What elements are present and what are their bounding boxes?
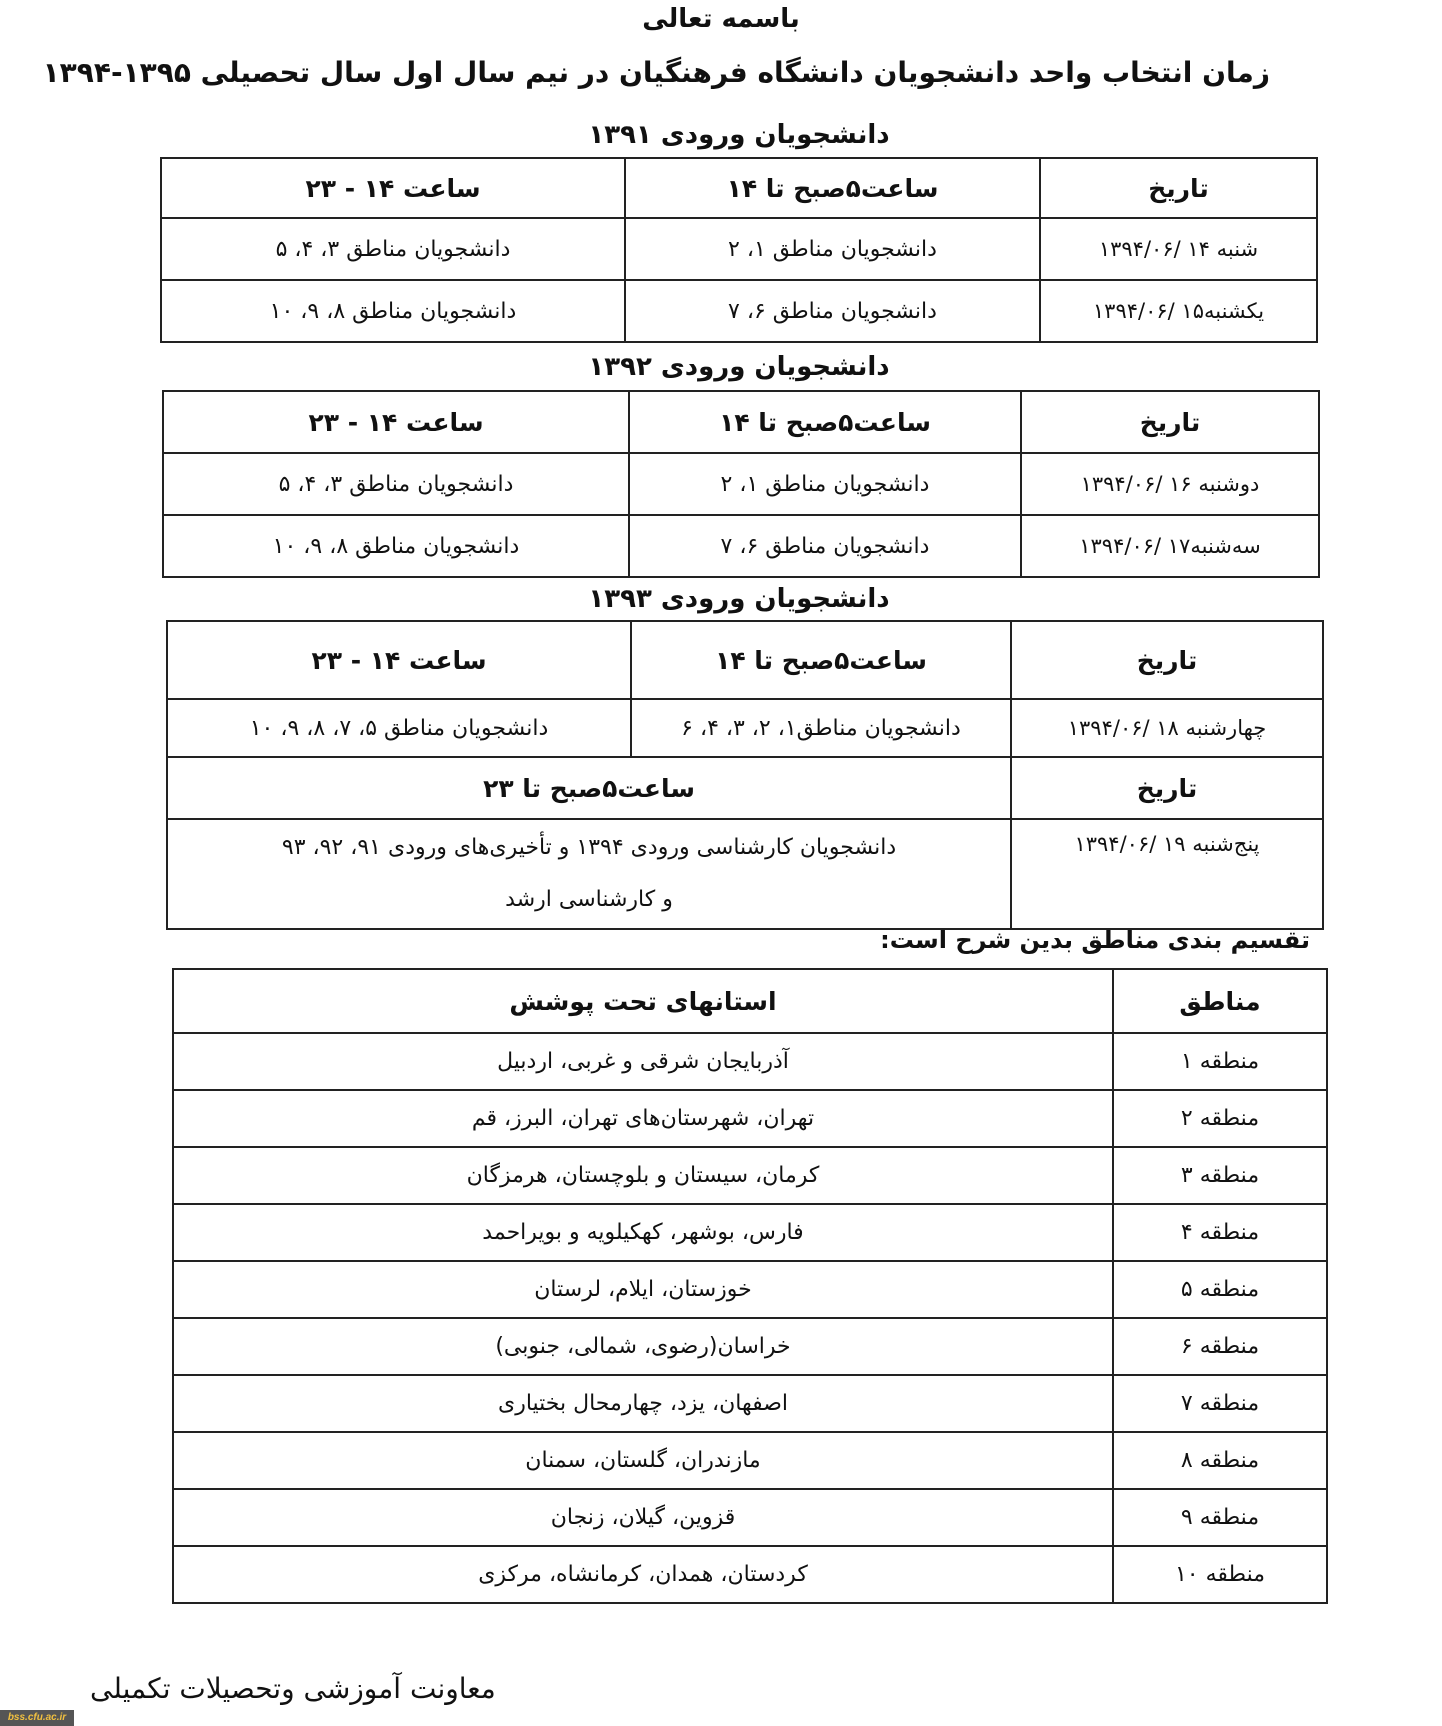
table-row: منطقه ۴ فارس، بوشهر، کهکیلویه و بویراحمد	[172, 1203, 1328, 1262]
signature: معاونت آموزشی وتحصیلات تکمیلی	[90, 1672, 496, 1705]
table-row: منطقه ۱ آذربایجان شرقی و غربی، اردبیل	[172, 1032, 1328, 1091]
region-provinces: فارس، بوشهر، کهکیلویه و بویراحمد	[172, 1203, 1114, 1262]
region-provinces: اصفهان، یزد، چهارمحال بختیاری	[172, 1374, 1114, 1433]
table-row: منطقه ۲ تهران، شهرستان‌های تهران، البرز، …	[172, 1089, 1328, 1148]
header-regions: مناطق	[1112, 968, 1328, 1034]
table-row: دوشنبه ۱۶ /۱۳۹۴/۰۶ دانشجویان مناطق ۱، ۲ …	[162, 452, 1320, 516]
cell: دانشجویان مناطق ۳، ۴، ۵	[160, 217, 626, 281]
region-name: منطقه ۴	[1112, 1203, 1328, 1262]
region-name: منطقه ۶	[1112, 1317, 1328, 1376]
cell: دانشجویان مناطق۱، ۲، ۳، ۴، ۶	[630, 698, 1012, 758]
cell: دانشجویان مناطق ۱، ۲	[624, 217, 1041, 281]
region-name: منطقه ۹	[1112, 1488, 1328, 1547]
date-cell: چهارشنبه ۱۸ /۱۳۹۴/۰۶	[1010, 698, 1324, 758]
table-row: یکشنبه۱۵ /۱۳۹۴/۰۶ دانشجویان مناطق ۶، ۷ د…	[160, 279, 1318, 343]
regions-intro: تقسیم بندی مناطق بدین شرح است:	[880, 926, 1310, 954]
region-name: منطقه ۱۰	[1112, 1545, 1328, 1604]
header-date: تاریخ	[1020, 390, 1320, 454]
section-heading-1391: دانشجویان ورودی ۱۳۹۱	[588, 120, 890, 150]
cell: دانشجویان مناطق ۸، ۹، ۱۰	[162, 514, 630, 578]
table-row: شنبه ۱۴ /۱۳۹۴/۰۶ دانشجویان مناطق ۱، ۲ دا…	[160, 217, 1318, 281]
header-afternoon: ساعت ۱۴ - ۲۳	[162, 390, 630, 454]
page-title: زمان انتخاب واحد دانشجویان دانشگاه فرهنگ…	[42, 56, 1270, 89]
region-name: منطقه ۱	[1112, 1032, 1328, 1091]
header-afternoon: ساعت ۱۴ - ۲۳	[166, 620, 632, 700]
header-morning: ساعت۵صبح تا ۱۴	[628, 390, 1022, 454]
cell: دانشجویان مناطق ۸، ۹، ۱۰	[160, 279, 626, 343]
regions-table: مناطق استانهای تحت پوشش منطقه ۱ آذربایجان…	[172, 968, 1328, 1604]
region-provinces: مازندران، گلستان، سمنان	[172, 1431, 1114, 1490]
cell: دانشجویان مناطق ۶، ۷	[624, 279, 1041, 343]
cell: دانشجویان کارشناسی ورودی ۱۳۹۴ و تأخیری‌ه…	[166, 818, 1012, 930]
header-date: تاریخ	[1010, 620, 1324, 700]
bismillah: باسمه تعالی	[642, 4, 800, 34]
cell: دانشجویان مناطق ۶، ۷	[628, 514, 1022, 578]
region-provinces: قزوین، گیلان، زنجان	[172, 1488, 1114, 1547]
header-provinces: استانهای تحت پوشش	[172, 968, 1114, 1034]
date-cell: یکشنبه۱۵ /۱۳۹۴/۰۶	[1039, 279, 1318, 343]
region-provinces: خراسان(رضوی، شمالی، جنوبی)	[172, 1317, 1114, 1376]
region-name: منطقه ۲	[1112, 1089, 1328, 1148]
table-row: سه‌شنبه۱۷ /۱۳۹۴/۰۶ دانشجویان مناطق ۶، ۷ …	[162, 514, 1320, 578]
table-row: منطقه ۷ اصفهان، یزد، چهارمحال بختیاری	[172, 1374, 1328, 1433]
schedule-table-1392: تاریخ ساعت۵صبح تا ۱۴ ساعت ۱۴ - ۲۳ دوشنبه…	[162, 390, 1320, 578]
section-heading-1392: دانشجویان ورودی ۱۳۹۲	[588, 352, 890, 382]
date-cell: پنج‌شنبه ۱۹ /۱۳۹۴/۰۶	[1010, 818, 1324, 930]
date-cell: دوشنبه ۱۶ /۱۳۹۴/۰۶	[1020, 452, 1320, 516]
header-morning: ساعت۵صبح تا ۱۴	[624, 157, 1041, 219]
region-name: منطقه ۵	[1112, 1260, 1328, 1319]
region-provinces: خوزستان، ایلام، لرستان	[172, 1260, 1114, 1319]
table-row: پنج‌شنبه ۱۹ /۱۳۹۴/۰۶ دانشجویان کارشناسی …	[166, 818, 1324, 930]
table-row: منطقه ۹ قزوین، گیلان، زنجان	[172, 1488, 1328, 1547]
region-name: منطقه ۷	[1112, 1374, 1328, 1433]
header-morning: ساعت۵صبح تا ۱۴	[630, 620, 1012, 700]
header-date: تاریخ	[1039, 157, 1318, 219]
cell-line: و کارشناسی ارشد	[505, 887, 673, 912]
date-cell: سه‌شنبه۱۷ /۱۳۹۴/۰۶	[1020, 514, 1320, 578]
header-full-day: ساعت۵صبح تا ۲۳	[166, 756, 1012, 820]
cell-line: دانشجویان کارشناسی ورودی ۱۳۹۴ و تأخیری‌ه…	[281, 835, 897, 860]
cell: دانشجویان مناطق ۱، ۲	[628, 452, 1022, 516]
table-row: منطقه ۳ کرمان، سیستان و بلوچستان، هرمزگان	[172, 1146, 1328, 1205]
header-afternoon: ساعت ۱۴ - ۲۳	[160, 157, 626, 219]
table-row: چهارشنبه ۱۸ /۱۳۹۴/۰۶ دانشجویان مناطق۱، ۲…	[166, 698, 1324, 758]
section-heading-1393: دانشجویان ورودی ۱۳۹۳	[588, 584, 890, 614]
region-provinces: کرمان، سیستان و بلوچستان، هرمزگان	[172, 1146, 1114, 1205]
cell: دانشجویان مناطق ۳، ۴، ۵	[162, 452, 630, 516]
cell: دانشجویان مناطق ۵، ۷، ۸، ۹، ۱۰	[166, 698, 632, 758]
schedule-table-1391: تاریخ ساعت۵صبح تا ۱۴ ساعت ۱۴ - ۲۳ شنبه ۱…	[160, 157, 1318, 343]
region-provinces: کردستان، همدان، کرمانشاه، مرکزی	[172, 1545, 1114, 1604]
table-row: منطقه ۸ مازندران، گلستان، سمنان	[172, 1431, 1328, 1490]
region-provinces: آذربایجان شرقی و غربی، اردبیل	[172, 1032, 1114, 1091]
region-provinces: تهران، شهرستان‌های تهران، البرز، قم	[172, 1089, 1114, 1148]
region-name: منطقه ۸	[1112, 1431, 1328, 1490]
region-name: منطقه ۳	[1112, 1146, 1328, 1205]
date-cell: شنبه ۱۴ /۱۳۹۴/۰۶	[1039, 217, 1318, 281]
table-row: منطقه ۱۰ کردستان، همدان، کرمانشاه، مرکزی	[172, 1545, 1328, 1604]
watermark-logo: bss.cfu.ac.ir	[0, 1710, 74, 1726]
schedule-table-1393: تاریخ ساعت۵صبح تا ۱۴ ساعت ۱۴ - ۲۳ چهارشن…	[166, 620, 1324, 930]
table-row: منطقه ۵ خوزستان، ایلام، لرستان	[172, 1260, 1328, 1319]
table-row: منطقه ۶ خراسان(رضوی، شمالی، جنوبی)	[172, 1317, 1328, 1376]
header-date: تاریخ	[1010, 756, 1324, 820]
